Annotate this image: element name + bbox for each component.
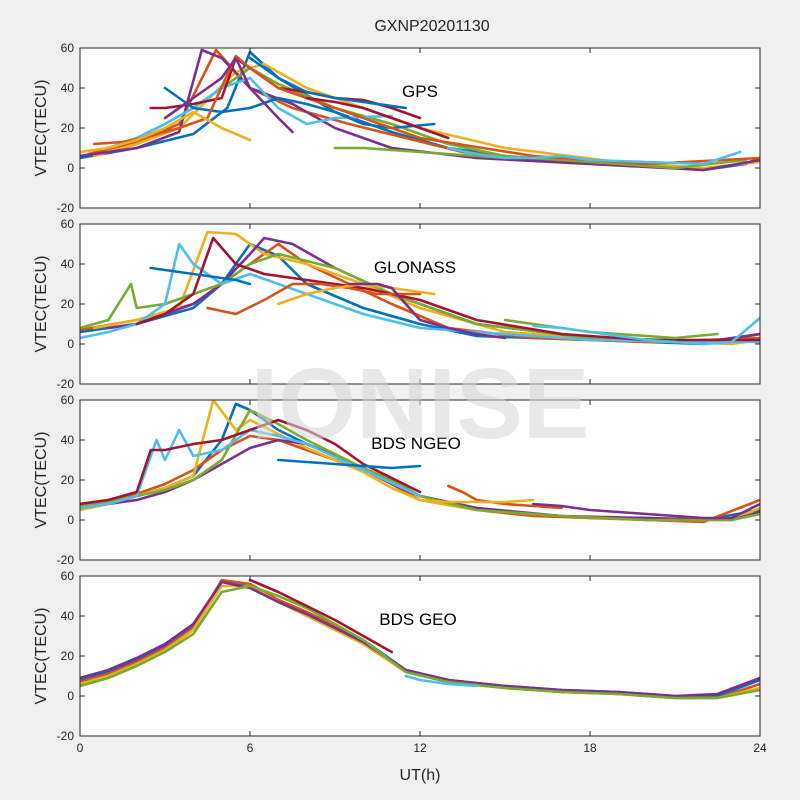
y-tick-label: -20 bbox=[57, 729, 75, 743]
series-line-9 bbox=[418, 498, 535, 504]
x-tick-label: 6 bbox=[247, 741, 254, 755]
y-tick-label: 20 bbox=[61, 297, 75, 311]
series-line-3 bbox=[80, 48, 760, 172]
series-line-6 bbox=[80, 418, 422, 506]
series-line-5 bbox=[80, 428, 422, 510]
y-tick-label: 40 bbox=[61, 257, 75, 271]
series-line-10 bbox=[347, 282, 507, 340]
panel-1: -20 0 20 40 60 VTEC(TECU) GLONASS bbox=[33, 217, 761, 391]
y-tick-label: 0 bbox=[67, 513, 74, 527]
x-tick-label: 12 bbox=[413, 741, 427, 755]
panel-0: -20 0 20 40 60 VTEC(TECU) GPS bbox=[33, 41, 761, 215]
series-line-10 bbox=[532, 502, 760, 520]
y-axis-label: VTEC(TECU) bbox=[33, 256, 50, 353]
y-tick-label: 40 bbox=[61, 609, 75, 623]
series-line-11 bbox=[333, 146, 507, 160]
series-line-7 bbox=[277, 458, 422, 470]
y-tick-label: 20 bbox=[61, 121, 75, 135]
series-line-12 bbox=[532, 316, 760, 346]
series-line-4 bbox=[80, 408, 760, 522]
y-tick-label: -20 bbox=[57, 377, 75, 391]
y-tick-label: 60 bbox=[61, 41, 75, 55]
y-tick-label: -20 bbox=[57, 201, 75, 215]
y-tick-label: 40 bbox=[61, 81, 75, 95]
x-tick-label: 0 bbox=[77, 741, 84, 755]
panel-label: GLONASS bbox=[374, 258, 456, 277]
series-line-5 bbox=[107, 76, 393, 150]
series-line-12 bbox=[447, 146, 742, 166]
y-tick-label: 20 bbox=[61, 473, 75, 487]
y-axis-label: VTEC(TECU) bbox=[33, 608, 50, 705]
series-line-8 bbox=[206, 282, 422, 316]
x-tick-label: 24 bbox=[753, 741, 767, 755]
x-tick-label: 18 bbox=[583, 741, 597, 755]
plot-area bbox=[80, 576, 760, 736]
y-tick-label: 0 bbox=[67, 337, 74, 351]
figure-title: GXNP20201130 bbox=[374, 18, 489, 35]
y-tick-label: 40 bbox=[61, 433, 75, 447]
series-line-5 bbox=[404, 674, 478, 688]
series-line-9 bbox=[277, 282, 436, 306]
y-tick-label: 60 bbox=[61, 569, 75, 583]
y-tick-label: 0 bbox=[67, 161, 74, 175]
series-line-3 bbox=[80, 580, 760, 698]
series-line-13 bbox=[305, 96, 450, 140]
panel-2: -20 0 20 40 60 VTEC(TECU) BDS NGEO bbox=[33, 393, 761, 567]
panel-label: BDS GEO bbox=[379, 610, 456, 629]
y-tick-label: 60 bbox=[61, 393, 75, 407]
series-line-4 bbox=[80, 252, 760, 344]
y-axis-label: VTEC(TECU) bbox=[33, 80, 50, 177]
series-line-14 bbox=[248, 56, 408, 110]
series-line-7 bbox=[163, 86, 436, 130]
panel-label: GPS bbox=[402, 82, 438, 101]
series-line-6 bbox=[135, 236, 760, 342]
y-tick-label: 20 bbox=[61, 649, 75, 663]
y-tick-label: -20 bbox=[57, 553, 75, 567]
y-tick-label: 0 bbox=[67, 689, 74, 703]
series-line-10 bbox=[163, 56, 294, 134]
panel-label: BDS NGEO bbox=[371, 434, 461, 453]
x-axis-label: UT(h) bbox=[400, 767, 441, 784]
series-line-9 bbox=[80, 110, 252, 154]
watermark-text: IONISE bbox=[251, 348, 590, 460]
series-line-8 bbox=[92, 54, 760, 166]
y-tick-label: 60 bbox=[61, 217, 75, 231]
series-line-4 bbox=[80, 584, 760, 700]
series-line-6 bbox=[248, 578, 393, 654]
series-line-7 bbox=[149, 266, 252, 286]
y-axis-label: VTEC(TECU) bbox=[33, 432, 50, 529]
